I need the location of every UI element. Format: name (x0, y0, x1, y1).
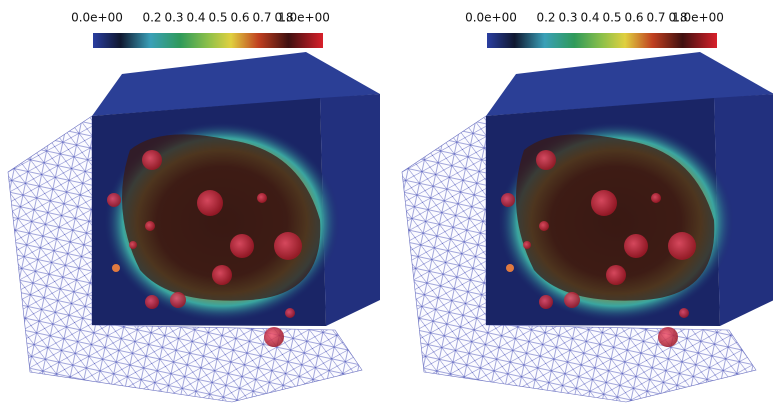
colorbar (93, 33, 323, 48)
figure: 0.0e+000.20.30.40.50.60.70.81.0e+000.0e+… (0, 0, 773, 406)
panel-left (8, 33, 380, 402)
render (8, 52, 380, 402)
colorbar-label: 0.0e+00 (71, 11, 123, 25)
colorbar-label: 0.5 (208, 11, 227, 25)
render (402, 52, 773, 402)
colorbar-label: 0.2 (536, 11, 555, 25)
colorbar-label: 0.4 (186, 11, 205, 25)
colorbar-label: 0.7 (646, 11, 665, 25)
colorbar (487, 33, 717, 48)
colorbar-label: 0.6 (230, 11, 249, 25)
colorbar-label: 0.6 (624, 11, 643, 25)
colorbar-label: 1.0e+00 (278, 11, 330, 25)
colorbar-label: 0.0e+00 (465, 11, 517, 25)
panel-right (402, 33, 773, 402)
colorbar-label: 0.4 (580, 11, 599, 25)
colorbar-label: 0.7 (252, 11, 271, 25)
colorbar-label: 1.0e+00 (672, 11, 724, 25)
colorbar-label: 0.2 (142, 11, 161, 25)
colorbar-label: 0.5 (602, 11, 621, 25)
colorbar-label: 0.3 (558, 11, 577, 25)
colorbar-label: 0.3 (164, 11, 183, 25)
